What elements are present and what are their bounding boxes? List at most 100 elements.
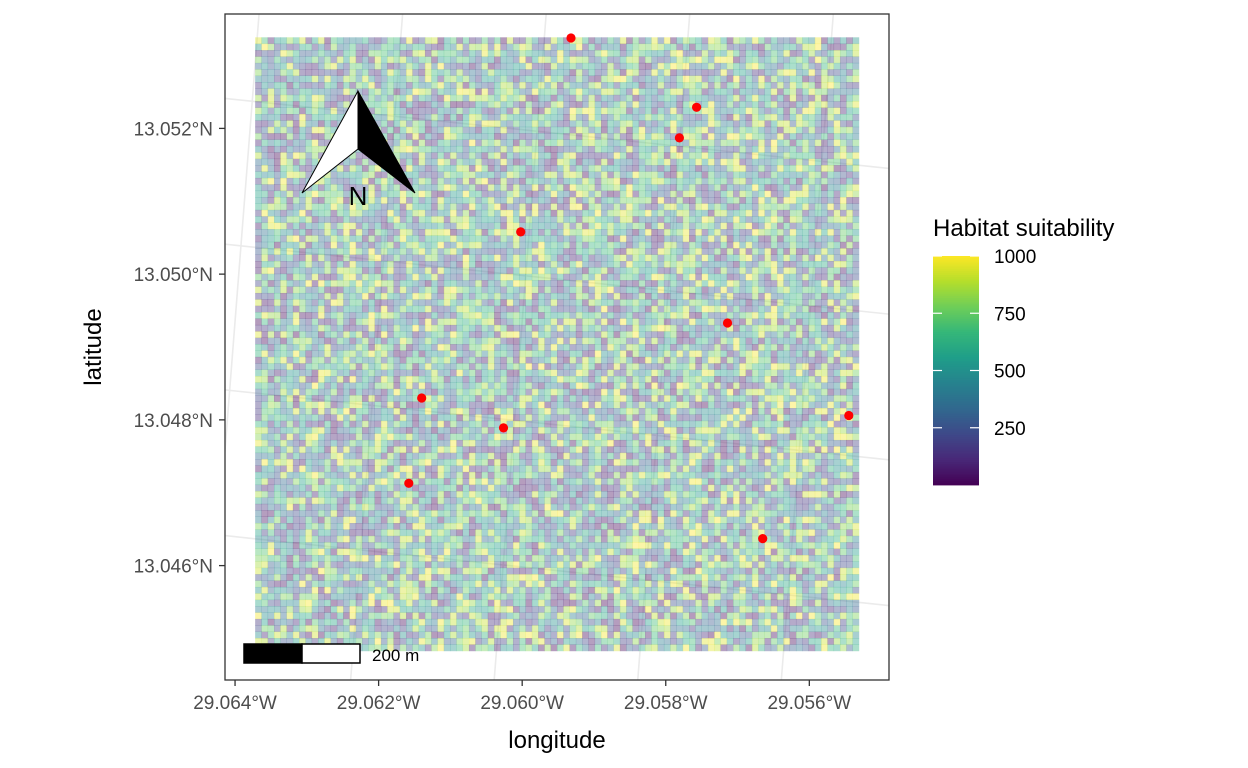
raster-cell bbox=[638, 363, 646, 370]
raster-cell bbox=[783, 254, 791, 262]
raster-cell bbox=[575, 209, 583, 217]
raster-cell bbox=[336, 248, 344, 255]
raster-cell bbox=[267, 152, 275, 160]
raster-cell bbox=[255, 344, 262, 351]
raster-cell bbox=[437, 145, 445, 153]
raster-cell bbox=[789, 356, 797, 364]
raster-cell bbox=[324, 222, 331, 230]
raster-cell bbox=[839, 184, 847, 192]
raster-cell bbox=[355, 292, 363, 300]
raster-cell bbox=[531, 139, 539, 147]
raster-cell bbox=[418, 133, 426, 140]
raster-cell bbox=[475, 363, 482, 370]
raster-cell bbox=[626, 177, 633, 185]
raster-cell bbox=[424, 43, 432, 51]
raster-cell bbox=[601, 286, 608, 294]
raster-cell bbox=[682, 203, 690, 211]
raster-cell bbox=[531, 101, 539, 108]
graticule-parallel bbox=[225, 97, 889, 170]
raster-cell bbox=[720, 222, 728, 230]
raster-cell bbox=[645, 254, 652, 262]
raster-cell bbox=[330, 62, 338, 70]
raster-cell bbox=[506, 363, 514, 370]
raster-cell bbox=[651, 337, 658, 345]
raster-cell bbox=[802, 190, 809, 198]
raster-cell bbox=[380, 318, 388, 326]
raster-cell bbox=[431, 82, 438, 89]
raster-cell bbox=[538, 299, 545, 307]
raster-cell bbox=[544, 158, 552, 166]
raster-cell bbox=[387, 344, 394, 351]
raster-cell bbox=[582, 337, 589, 345]
raster-cell bbox=[387, 299, 394, 307]
raster-cell bbox=[789, 280, 797, 287]
raster-cell bbox=[626, 101, 633, 108]
raster-cell bbox=[393, 337, 401, 345]
raster-cell bbox=[506, 356, 514, 364]
raster-cell bbox=[726, 152, 734, 160]
raster-cell bbox=[500, 139, 508, 147]
raster-cell bbox=[387, 94, 394, 102]
raster-cell bbox=[355, 177, 363, 185]
raster-cell bbox=[720, 254, 728, 262]
raster-cell bbox=[494, 318, 501, 326]
raster-cell bbox=[582, 56, 589, 64]
raster-cell bbox=[808, 209, 816, 217]
raster-cell bbox=[311, 114, 319, 121]
raster-cell bbox=[607, 152, 614, 160]
raster-cell bbox=[739, 145, 747, 153]
raster-cell bbox=[349, 299, 357, 307]
raster-cell bbox=[607, 312, 614, 319]
raster-cell bbox=[676, 152, 684, 160]
raster-cell bbox=[368, 101, 375, 108]
raster-cell bbox=[663, 337, 671, 345]
raster-cell bbox=[261, 177, 269, 185]
raster-cell bbox=[645, 75, 652, 83]
raster-cell bbox=[462, 82, 470, 89]
raster-cell bbox=[563, 94, 570, 102]
raster-cell bbox=[538, 344, 545, 351]
raster-cell bbox=[286, 305, 294, 313]
raster-cell bbox=[406, 216, 413, 224]
raster-cell bbox=[494, 139, 501, 147]
raster-cell bbox=[588, 75, 596, 83]
raster-cell bbox=[802, 101, 809, 108]
raster-cell bbox=[525, 62, 533, 70]
raster-cell bbox=[777, 69, 784, 77]
raster-cell bbox=[255, 56, 262, 64]
raster-cell bbox=[777, 94, 784, 102]
raster-cell bbox=[424, 324, 432, 332]
raster-cell bbox=[770, 158, 778, 166]
raster-cell bbox=[726, 299, 734, 307]
raster-cell bbox=[846, 318, 853, 326]
raster-cell bbox=[468, 171, 476, 179]
raster-cell bbox=[255, 286, 262, 294]
raster-cell bbox=[563, 209, 570, 217]
raster-cell bbox=[789, 158, 797, 166]
raster-cell bbox=[613, 197, 621, 204]
raster-cell bbox=[852, 107, 860, 115]
raster-cell bbox=[487, 126, 495, 134]
raster-cell bbox=[406, 69, 413, 77]
raster-cell bbox=[638, 126, 646, 134]
raster-cell bbox=[808, 158, 816, 166]
raster-cell bbox=[487, 114, 495, 121]
raster-cell bbox=[707, 177, 715, 185]
raster-cell bbox=[412, 69, 419, 77]
raster-cell bbox=[632, 190, 640, 198]
raster-cell bbox=[814, 88, 822, 96]
raster-cell bbox=[626, 190, 633, 198]
raster-cell bbox=[821, 305, 828, 313]
raster-cell bbox=[601, 75, 608, 83]
raster-cell bbox=[582, 222, 589, 230]
raster-cell bbox=[695, 241, 702, 249]
raster-cell bbox=[814, 56, 822, 64]
raster-cell bbox=[783, 280, 791, 287]
raster-cell bbox=[827, 261, 835, 268]
raster-cell bbox=[745, 82, 753, 89]
raster-cell bbox=[481, 216, 489, 224]
raster-cell bbox=[519, 43, 526, 51]
raster-cell bbox=[406, 273, 413, 281]
raster-cell bbox=[852, 318, 860, 326]
raster-cell bbox=[544, 280, 552, 287]
